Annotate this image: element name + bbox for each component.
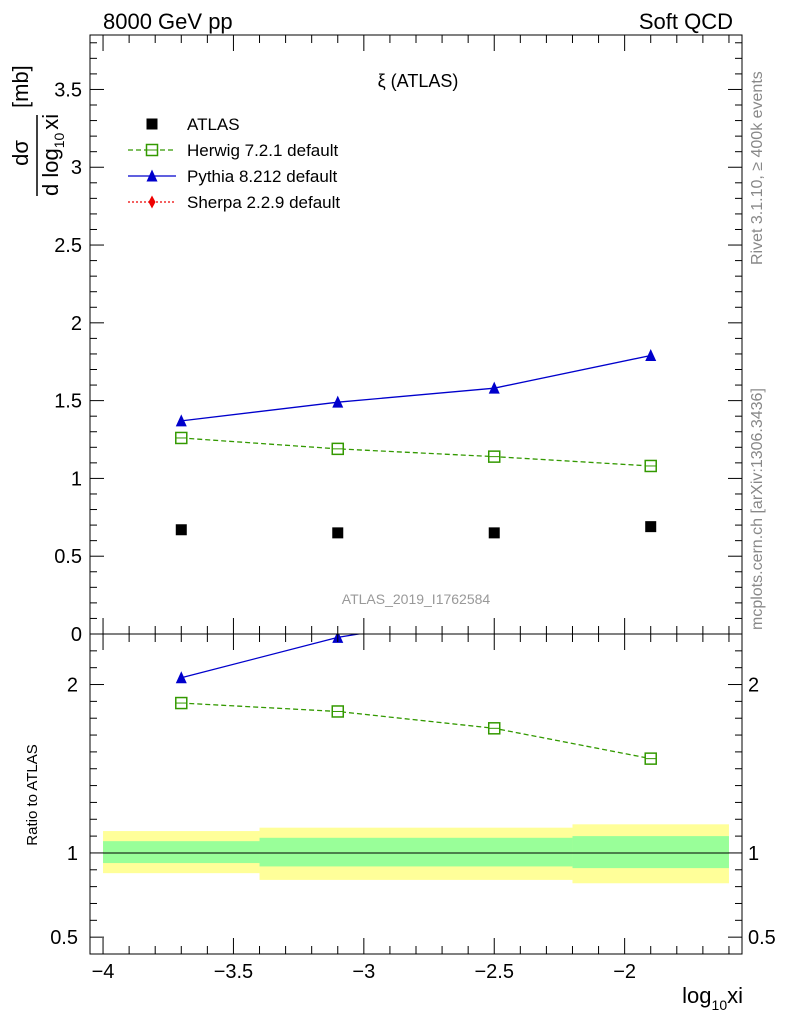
ytick-label: 3.5 [54,79,82,101]
plot-title: ξ (ATLAS) [378,71,459,91]
energy-label: 8000 GeV pp [103,9,233,34]
ytick-label: 2 [71,313,82,335]
pythia-point [332,395,344,408]
legend-item-herwig: Herwig 7.2.1 default [128,141,338,160]
atlas-point [332,527,344,539]
xtick-label: −4 [92,961,115,983]
rivet-info: Rivet 3.1.10, ≥ 400k events [749,71,766,265]
legend-label: Sherpa 2.2.9 default [187,193,340,212]
legend-item-atlas: ATLAS [146,115,240,134]
legend-marker [148,195,156,209]
herwig-ratio-point [644,752,657,765]
xtick-label: −3 [352,961,375,983]
herwig-ratio-line [181,702,651,760]
ratio-ytick-label-right: 1 [748,843,759,865]
pythia-line [181,354,651,422]
pythia-point [645,349,657,362]
herwig-point [487,450,501,463]
legend-label: Pythia 8.212 default [187,167,338,186]
ratio-ytick-label-right: 2 [748,675,759,697]
ytick-label: 0 [71,624,82,646]
ytick-label: 1 [71,468,82,490]
ytick-label: 3 [71,157,82,179]
herwig-point [331,442,345,456]
atlas-point [645,521,657,533]
legend-item-sherpa: Sherpa 2.2.9 default [128,193,340,212]
pythia-ratio-line [181,634,363,679]
pythia-point [175,414,187,427]
uncertainty-band-inner [103,841,260,864]
ytick-label: 1.5 [54,391,82,413]
herwig-ratio-point [175,696,188,710]
ratio-ytick-label-left: 2 [67,675,78,697]
legend: ATLAS Herwig 7.2.1 default Pythia 8.212 de… [128,115,340,212]
uncertainty-band-inner [572,836,729,869]
xlabel: log10xi [682,983,743,1013]
herwig-line [181,437,651,467]
ratio-frame [89,633,743,955]
top-axes: 0 0.5 1 1.5 2 2.5 3 3.5 [54,35,742,646]
mcplots-info: mcplots.cern.ch [arXiv:1306.3436] [749,388,766,630]
ylabel-numerator: dσ [8,140,33,166]
ratio-ytick-label-right: 0.5 [748,927,776,949]
legend-item-pythia: Pythia 8.212 default [128,167,338,186]
herwig-ratio-point [487,722,501,735]
ylabel-denominator: d log10xi [38,114,67,196]
ratio-ytick-label-left: 1 [67,843,78,865]
category-label: Soft QCD [639,9,733,34]
xtick-label: −2.5 [474,961,513,983]
atlas-point [488,527,500,539]
ylabel-unit: [mb] [8,65,33,108]
herwig-point [175,431,188,445]
top-ylabel: dσ d log10xi [mb] [8,65,67,196]
ratio-ytick-label-left: 0.5 [50,927,78,949]
ytick-label: 0.5 [54,546,82,568]
ratio-axes: 0.5 0.5 1 1 2 2 −4 −3.5 −3 −2.5 −2 [50,634,776,983]
pythia-ratio-point [175,671,187,684]
atlas-point [175,524,187,536]
legend-marker [146,169,158,182]
pythia-point [488,381,500,394]
ratio-series [175,634,657,765]
legend-marker [146,118,158,130]
top-series [175,349,657,539]
ytick-label: 2.5 [54,235,82,257]
ratio-ylabel: Ratio to ATLAS [24,744,41,845]
herwig-point [644,459,657,473]
xtick-label: −2 [613,961,636,983]
ratio-plot-area [103,824,729,884]
uncertainty-band-inner [259,837,573,867]
legend-label: ATLAS [187,115,240,134]
legend-label: Herwig 7.2.1 default [187,141,338,160]
herwig-ratio-point [331,705,345,718]
analysis-watermark: ATLAS_2019_I1762584 [342,591,491,607]
xtick-label: −3.5 [214,961,253,983]
legend-marker [145,143,159,157]
